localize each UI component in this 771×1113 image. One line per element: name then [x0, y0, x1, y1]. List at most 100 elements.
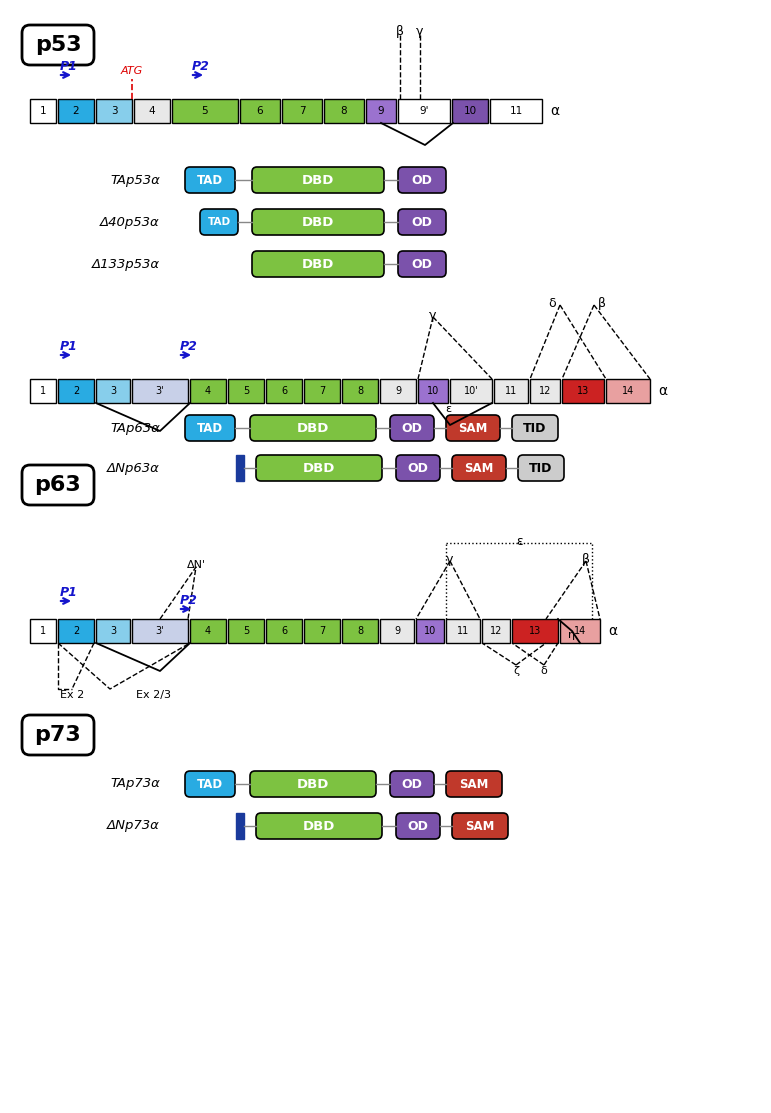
Text: ΔNp73α: ΔNp73α	[107, 819, 160, 833]
Text: 2: 2	[73, 626, 79, 636]
Text: TAD: TAD	[197, 778, 223, 790]
Text: 10: 10	[424, 626, 436, 636]
Text: 9: 9	[394, 626, 400, 636]
Text: 9: 9	[378, 106, 384, 116]
FancyBboxPatch shape	[252, 209, 384, 235]
Text: 9': 9'	[419, 106, 429, 116]
Bar	[562, 380, 604, 403]
Text: P1: P1	[60, 339, 78, 353]
Text: 2: 2	[72, 106, 79, 116]
Bar	[190, 380, 226, 403]
Text: 6: 6	[281, 386, 287, 396]
Bar	[96, 619, 130, 643]
Text: Ex 2: Ex 2	[60, 690, 84, 700]
Bar	[96, 380, 130, 403]
Text: DBD: DBD	[297, 778, 329, 790]
Bar	[30, 619, 56, 643]
Bar	[606, 380, 650, 403]
FancyBboxPatch shape	[252, 252, 384, 277]
Text: 13: 13	[577, 386, 589, 396]
Text: OD: OD	[402, 422, 423, 434]
Bar	[30, 99, 56, 124]
Bar	[452, 99, 488, 124]
FancyBboxPatch shape	[185, 167, 235, 193]
Bar	[560, 619, 600, 643]
Text: 13: 13	[529, 626, 541, 636]
Text: 11: 11	[457, 626, 469, 636]
FancyBboxPatch shape	[390, 771, 434, 797]
Text: 6: 6	[257, 106, 264, 116]
Text: p53: p53	[35, 35, 81, 55]
Bar	[228, 619, 264, 643]
Text: SAM: SAM	[466, 819, 495, 833]
Bar	[418, 380, 448, 403]
Text: SAM: SAM	[464, 462, 493, 474]
Text: 3: 3	[110, 626, 116, 636]
Text: P1: P1	[60, 59, 78, 72]
Bar	[324, 99, 364, 124]
Bar	[172, 99, 238, 124]
Text: 11: 11	[510, 106, 523, 116]
FancyBboxPatch shape	[22, 465, 94, 505]
Text: ε: ε	[445, 404, 451, 414]
Bar	[366, 99, 396, 124]
FancyBboxPatch shape	[256, 812, 382, 839]
Text: γ: γ	[446, 552, 454, 565]
Text: DBD: DBD	[301, 174, 334, 187]
Text: α: α	[550, 104, 559, 118]
Bar	[132, 619, 188, 643]
Text: OD: OD	[408, 462, 429, 474]
Text: η: η	[568, 630, 576, 640]
Text: 3': 3'	[156, 626, 164, 636]
Text: TAp63α: TAp63α	[110, 422, 160, 434]
Text: 11: 11	[505, 386, 517, 396]
Bar	[240, 99, 280, 124]
Bar	[266, 380, 302, 403]
Text: TAp73α: TAp73α	[110, 778, 160, 790]
Bar	[96, 99, 132, 124]
Bar	[342, 380, 378, 403]
Text: TID: TID	[524, 422, 547, 434]
Text: TID: TID	[530, 462, 553, 474]
Bar	[132, 380, 188, 403]
Text: 6: 6	[281, 626, 287, 636]
Text: 3: 3	[110, 386, 116, 396]
Text: TAD: TAD	[207, 217, 231, 227]
FancyBboxPatch shape	[252, 167, 384, 193]
Text: 1: 1	[39, 106, 46, 116]
Text: α: α	[658, 384, 667, 398]
Text: TAD: TAD	[197, 174, 223, 187]
Bar	[342, 619, 378, 643]
Bar	[446, 619, 480, 643]
Text: Δ40p53α: Δ40p53α	[100, 216, 160, 228]
Text: 8: 8	[357, 386, 363, 396]
Text: β: β	[396, 24, 404, 38]
Text: 12: 12	[490, 626, 502, 636]
Bar	[30, 380, 56, 403]
Text: TAD: TAD	[197, 422, 223, 434]
Text: 7: 7	[298, 106, 305, 116]
Bar	[304, 619, 340, 643]
Text: 10: 10	[463, 106, 476, 116]
Text: 8: 8	[341, 106, 347, 116]
Text: P1: P1	[60, 585, 78, 599]
Bar	[236, 812, 244, 839]
Bar	[134, 99, 170, 124]
Text: 7: 7	[319, 626, 325, 636]
Bar	[380, 619, 414, 643]
Text: DBD: DBD	[303, 819, 335, 833]
Text: OD: OD	[402, 778, 423, 790]
FancyBboxPatch shape	[390, 415, 434, 441]
FancyBboxPatch shape	[22, 715, 94, 755]
FancyBboxPatch shape	[512, 415, 558, 441]
Text: 4: 4	[149, 106, 155, 116]
Text: DBD: DBD	[301, 216, 334, 228]
FancyBboxPatch shape	[398, 167, 446, 193]
Text: ε: ε	[517, 534, 524, 548]
Text: Δ133p53α: Δ133p53α	[92, 257, 160, 270]
Text: p73: p73	[35, 725, 82, 745]
Bar	[398, 99, 450, 124]
Text: Ex 2/3: Ex 2/3	[136, 690, 171, 700]
Text: SAM: SAM	[458, 422, 488, 434]
Text: OD: OD	[408, 819, 429, 833]
